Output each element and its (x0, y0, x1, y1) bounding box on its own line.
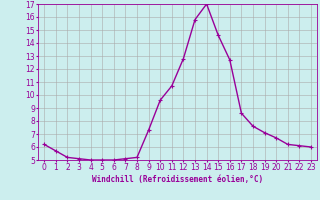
X-axis label: Windchill (Refroidissement éolien,°C): Windchill (Refroidissement éolien,°C) (92, 175, 263, 184)
